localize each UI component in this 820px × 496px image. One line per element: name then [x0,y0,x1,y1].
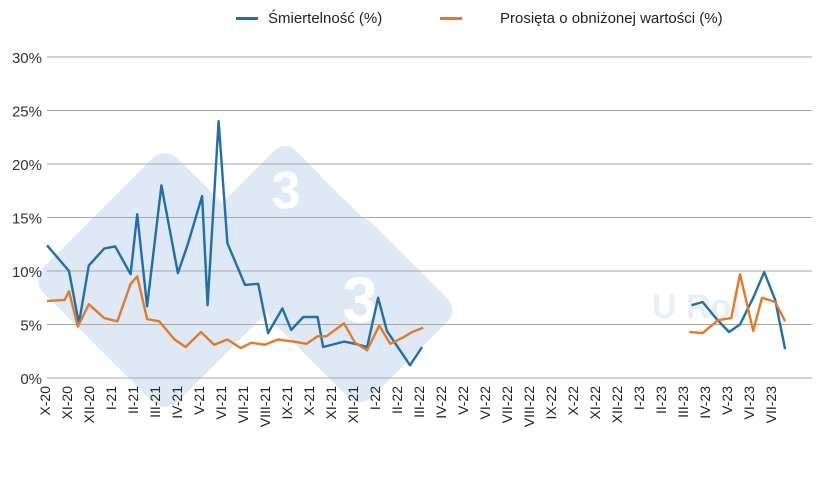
series-mortality-line [691,270,787,350]
svg-text:3: 3 [272,162,301,220]
x-tick-label: II-23 [653,386,669,414]
x-tick-label: VII-23 [763,386,779,424]
x-tick-label: III-22 [411,386,427,418]
x-tick-label: X-22 [565,386,581,416]
y-tick-label: 0% [20,371,42,388]
x-tick-label: VII-21 [235,386,251,424]
x-tick-label: IV-21 [169,386,185,419]
x-tick-label: IX-21 [279,386,295,420]
x-tick-label: XII-22 [609,386,625,424]
legend: Śmiertelność (%) Prosięta o obniżonej wa… [0,10,820,34]
x-tick-label: XI-22 [587,386,603,420]
x-tick-label: XII-21 [345,386,361,424]
x-tick-label: IV-22 [433,386,449,419]
legend-swatch-blue [236,17,258,20]
legend-label-low-value-piglets: Prosięta o obniżonej wartości (%) [500,10,723,27]
y-tick-label: 25% [12,104,42,121]
y-tick-label: 5% [20,318,42,335]
legend-item-low-value-piglets[interactable]: Prosięta o obniżonej wartości (%) [440,10,723,27]
x-tick-label: II-22 [389,386,405,414]
x-tick-label: III-21 [147,386,163,418]
legend-item-mortality[interactable]: Śmiertelność (%) [236,10,382,27]
x-tick-label: VI-21 [213,386,229,420]
svg-text:U Rol: U Rol [652,288,741,326]
x-tick-label: I-23 [631,386,647,410]
x-tick-label: XI-20 [59,386,75,420]
x-tick-label: VIII-22 [521,386,537,427]
x-tick-label: IX-22 [543,386,559,420]
x-tick-label: III-23 [675,386,691,418]
x-tick-label: XI-21 [323,386,339,420]
x-tick-label: VIII-21 [257,386,273,427]
x-tick-label: VII-22 [499,386,515,424]
x-tick-label: X-20 [37,386,53,416]
x-tick-label: VI-22 [477,386,493,420]
y-tick-label: 10% [12,264,42,281]
x-tick-label: II-21 [125,386,141,414]
x-tick-label: I-21 [103,386,119,410]
x-tick-label: V-23 [719,386,735,415]
x-tick-label: XII-20 [81,386,97,424]
y-tick-label: 15% [12,211,42,228]
series-low-value-piglets-line [689,273,787,335]
x-tick-label: V-22 [455,386,471,415]
y-tick-label: 30% [12,50,42,67]
series-low-value-piglets-line [46,275,424,352]
x-tick-label: I-22 [367,386,383,410]
legend-label-mortality: Śmiertelność (%) [268,10,383,27]
y-tick-label: 20% [12,157,42,174]
legend-swatch-orange [440,17,462,20]
x-tick-label: V-21 [191,386,207,415]
x-tick-label: IV-23 [697,386,713,419]
x-tick-label: VI-23 [741,386,757,420]
x-tick-label: X-21 [301,386,317,416]
